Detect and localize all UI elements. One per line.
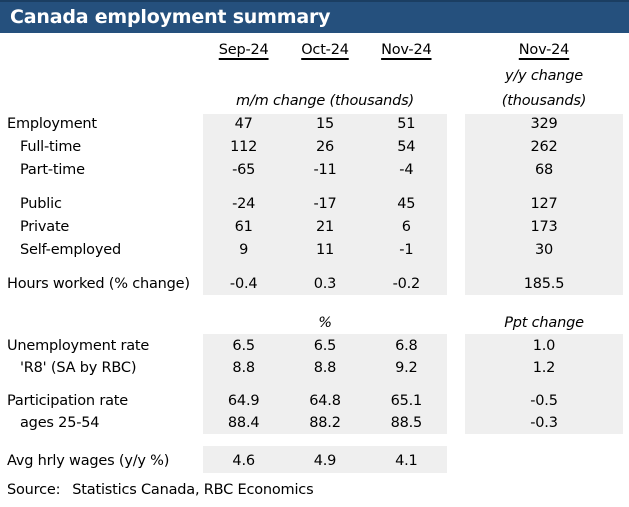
cell-yoy: -0.3 [530,415,558,431]
row-part-time: Part-time -65 -11 -4 68 [0,158,629,181]
mm-units-label: m/m change (thousands) [236,92,414,109]
cell-sep24: 9 [239,241,249,258]
cell-yoy: 127 [530,195,558,212]
cell-sep24: -0.4 [229,275,258,292]
col-header-nov24: Nov-24 [381,41,432,58]
row-public: Public -24 -17 45 127 [0,192,629,215]
row-label: Employment [7,115,97,132]
cell-sep24: 8.8 [232,360,255,376]
shade-mm-block-1 [203,114,447,295]
column-header-row: Sep-24 Oct-24 Nov-24 Nov-24 [0,38,629,61]
row-label: Private [20,218,70,235]
cell-nov24: 88.5 [390,415,423,431]
source-label: Source: [7,482,61,498]
cell-oct24: 0.3 [313,275,337,292]
row-self-employed: Self-employed 9 11 -1 30 [0,238,629,261]
cell-oct24: 64.8 [309,393,341,409]
cell-yoy: 185.5 [523,275,565,292]
row-hours-worked: Hours worked (% change) -0.4 0.3 -0.2 18… [0,272,629,295]
cell-sep24: 4.6 [232,453,255,469]
cell-nov24: 4.1 [395,453,418,469]
cell-nov24: -4 [399,161,414,178]
cell-yoy: 173 [530,218,558,235]
row-unemployment-rate: Unemployment rate 6.5 6.5 6.8 1.0 [0,335,629,357]
yoy-change-label-row: y/y change [0,64,629,87]
shade-yoy-block-1 [465,114,623,295]
rates-units-row: % Ppt change [0,311,629,334]
cell-nov24: 65.1 [390,393,423,409]
cell-oct24: 11 [315,241,335,258]
cell-sep24: -65 [232,161,256,178]
percent-units-label: % [318,314,332,331]
row-full-time: Full-time 112 26 54 262 [0,135,629,158]
cell-sep24: -24 [232,195,256,212]
cell-nov24: -1 [399,241,414,258]
row-label: 'R8' (SA by RBC) [20,360,137,376]
shade-mm-block-2 [203,334,447,434]
row-private: Private 61 21 6 173 [0,215,629,238]
cell-oct24: 21 [315,218,335,235]
shade-yoy-block-2 [465,334,623,434]
cell-sep24: 88.4 [227,415,260,431]
row-ages-25-54: ages 25-54 88.4 88.2 88.5 -0.3 [0,412,629,434]
row-label: Hours worked (% change) [7,275,190,292]
row-employment: Employment 47 15 51 329 [0,112,629,135]
units-header-row: m/m change (thousands) (thousands) [0,89,629,112]
cell-sep24: 6.5 [232,338,255,354]
cell-nov24: 54 [397,138,416,155]
shade-mm-block-3 [203,446,447,473]
row-r8: 'R8' (SA by RBC) 8.8 8.8 9.2 1.2 [0,357,629,379]
cell-oct24: 4.9 [313,453,337,469]
cell-oct24: -17 [313,195,337,212]
cell-nov24: -0.2 [392,275,421,292]
row-label: Unemployment rate [7,338,150,354]
cell-oct24: 15 [315,115,335,132]
cell-nov24: 9.2 [395,360,418,376]
cell-sep24: 47 [234,115,253,132]
cell-nov24: 6.8 [395,338,418,354]
row-label: Public [20,195,62,212]
row-avg-hourly-wages: Avg hrly wages (y/y %) 4.6 4.9 4.1 [0,450,629,472]
row-label: Avg hrly wages (y/y %) [7,453,170,469]
col-header-sep24: Sep-24 [218,41,269,58]
cell-yoy: -0.5 [530,393,558,409]
page-title: Canada employment summary [0,0,629,33]
row-label: Part-time [20,161,85,178]
cell-yoy: 1.0 [532,338,556,354]
cell-oct24: 6.5 [313,338,337,354]
cell-yoy: 329 [530,115,558,132]
cell-nov24: 51 [397,115,416,132]
row-label: Participation rate [7,393,128,409]
ppt-change-label: Ppt change [504,314,584,331]
yoy-change-label: y/y change [504,67,584,84]
source-note: Source: Statistics Canada, RBC Economics [0,482,314,498]
cell-yoy: 262 [530,138,558,155]
row-label: Full-time [20,138,81,155]
cell-oct24: 26 [315,138,335,155]
cell-nov24: 6 [401,218,411,235]
cell-oct24: 88.2 [309,415,341,431]
cell-oct24: -11 [313,161,337,178]
cell-sep24: 64.9 [227,393,260,409]
cell-nov24: 45 [397,195,416,212]
row-participation-rate: Participation rate 64.9 64.8 65.1 -0.5 [0,390,629,412]
yoy-units-label: (thousands) [501,92,587,109]
row-label: Self-employed [20,241,121,258]
row-label: ages 25-54 [20,415,100,431]
cell-oct24: 8.8 [313,360,337,376]
cell-sep24: 61 [234,218,253,235]
source-text: Statistics Canada, RBC Economics [72,482,314,498]
cell-yoy: 68 [534,161,554,178]
cell-sep24: 112 [230,138,258,155]
cell-yoy: 1.2 [532,360,556,376]
source-row: Source: Statistics Canada, RBC Economics [0,479,629,501]
cell-yoy: 30 [534,241,554,258]
col-header-oct24: Oct-24 [301,41,349,58]
col-header-yoy-month: Nov-24 [518,41,570,58]
